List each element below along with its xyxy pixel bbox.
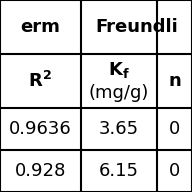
Text: 6.15: 6.15: [99, 162, 139, 180]
Text: 0: 0: [169, 120, 180, 138]
Text: erm: erm: [20, 18, 60, 36]
Text: 3.65: 3.65: [99, 120, 139, 138]
Text: $\mathbf{K_f}$
(mg/g): $\mathbf{K_f}$ (mg/g): [89, 60, 149, 102]
Text: $\mathbf{R}^{\mathbf{2}}$: $\mathbf{R}^{\mathbf{2}}$: [28, 71, 52, 91]
Text: 0: 0: [169, 162, 180, 180]
Text: $\mathbf{n}$: $\mathbf{n}$: [168, 72, 181, 90]
Text: 0.928: 0.928: [15, 162, 66, 180]
Text: Freundli: Freundli: [95, 18, 178, 36]
Text: 0.9636: 0.9636: [9, 120, 72, 138]
